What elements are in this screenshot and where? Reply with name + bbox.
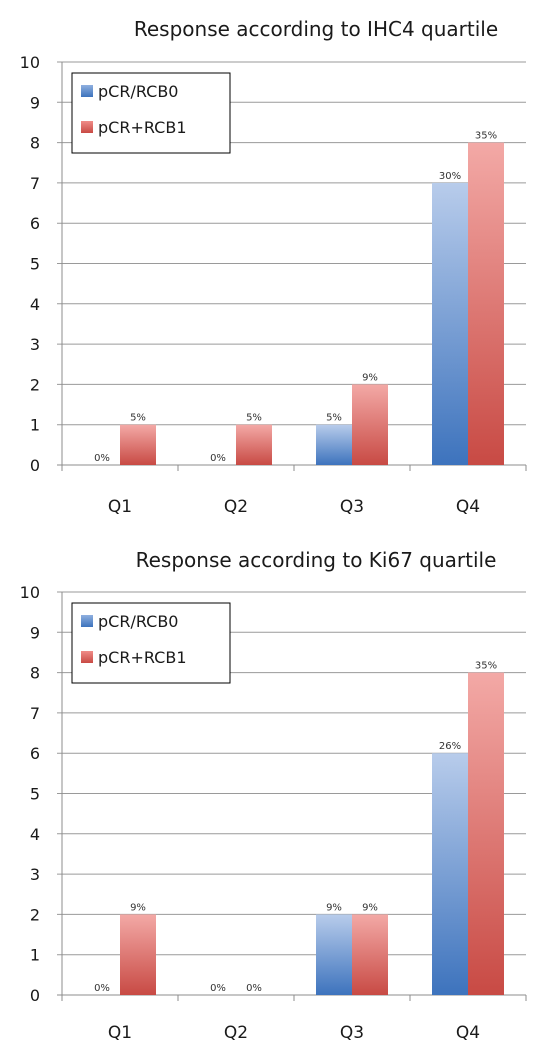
data-label: 0% (94, 453, 110, 464)
chart-title: Response according to IHC4 quartile (134, 17, 498, 41)
legend-label: pCR/RCB0 (98, 82, 178, 101)
y-tick-label: 2 (30, 375, 40, 394)
y-tick-label: 7 (30, 704, 40, 723)
data-label: 35% (475, 661, 497, 672)
legend-box (71, 72, 231, 154)
y-tick-label: 6 (30, 214, 40, 233)
bar-pcr-rcb1 (352, 914, 388, 995)
legend-swatch (81, 651, 93, 663)
legend-swatch (81, 85, 93, 97)
data-label: 9% (362, 372, 378, 383)
data-label: 9% (326, 902, 342, 913)
y-tick-label: 10 (20, 583, 40, 602)
bar-pcr-rcb1 (236, 424, 272, 465)
bar-pcr-rcb0 (432, 753, 468, 995)
y-tick-label: 5 (30, 785, 40, 804)
data-label: 0% (246, 983, 262, 994)
x-tick-label: Q1 (108, 1023, 132, 1042)
y-tick-label: 5 (30, 255, 40, 274)
bar-pcr-rcb1 (468, 672, 504, 995)
data-label: 30% (439, 171, 461, 182)
y-tick-label: 4 (30, 825, 40, 844)
x-tick-label: Q2 (224, 497, 248, 517)
data-label: 0% (210, 983, 226, 994)
bar-pcr-rcb0 (316, 914, 352, 995)
y-tick-label: 9 (30, 623, 40, 642)
bar-pcr-rcb0 (432, 182, 468, 465)
data-label: 0% (94, 983, 110, 994)
legend-swatch (81, 615, 93, 627)
legend: pCR/RCB0 pCR+RCB1 (71, 72, 231, 154)
legend-label: pCR+RCB1 (98, 118, 187, 137)
data-label: 35% (475, 131, 497, 142)
y-tick-label: 8 (30, 664, 40, 683)
data-label: 5% (246, 413, 262, 424)
y-tick-label: 4 (30, 295, 40, 314)
x-tick-label: Q4 (456, 1023, 480, 1042)
bar-pcr-rcb1 (468, 142, 504, 465)
bar-pcr-rcb1 (120, 424, 156, 465)
legend-box (71, 602, 231, 684)
legend: pCR/RCB0 pCR+RCB1 (71, 602, 231, 684)
legend-label: pCR+RCB1 (98, 648, 187, 667)
legend-swatch (81, 121, 93, 133)
x-tick-label: Q4 (456, 497, 480, 517)
y-tick-label: 1 (30, 416, 40, 435)
x-tick-label: Q1 (108, 497, 132, 517)
chart-panel-1: Response according to IHC4 quartile 0 1 2 3 4… (20, 17, 527, 517)
y-tick-label: 9 (30, 93, 40, 112)
chart-title: Response according to Ki67 quartile (136, 548, 497, 572)
y-tick-label: 3 (30, 335, 40, 354)
bar-pcr-rcb1 (352, 384, 388, 465)
data-label: 9% (362, 902, 378, 913)
y-tick-label: 10 (20, 53, 40, 72)
bar-pcr-rcb1 (120, 914, 156, 995)
y-tick-label: 8 (30, 134, 40, 153)
x-tick-label: Q2 (224, 1023, 248, 1042)
y-tick-label: 2 (30, 905, 40, 924)
y-tick-label: 0 (30, 456, 40, 475)
chart-panel-2: Response according to Ki67 quartile 0 1 2 3 4… (20, 548, 527, 1042)
x-tick-label: Q3 (340, 1023, 364, 1042)
y-tick-label: 3 (30, 865, 40, 884)
y-tick-label: 7 (30, 174, 40, 193)
data-label: 9% (130, 902, 146, 913)
y-tick-label: 1 (30, 946, 40, 965)
x-tick-label: Q3 (340, 497, 364, 517)
data-label: 5% (326, 413, 342, 424)
data-label: 0% (210, 453, 226, 464)
y-tick-label: 0 (30, 986, 40, 1005)
bar-pcr-rcb0 (316, 424, 352, 465)
data-label: 5% (130, 413, 146, 424)
data-label: 26% (439, 741, 461, 752)
y-tick-label: 6 (30, 744, 40, 763)
legend-label: pCR/RCB0 (98, 612, 178, 631)
